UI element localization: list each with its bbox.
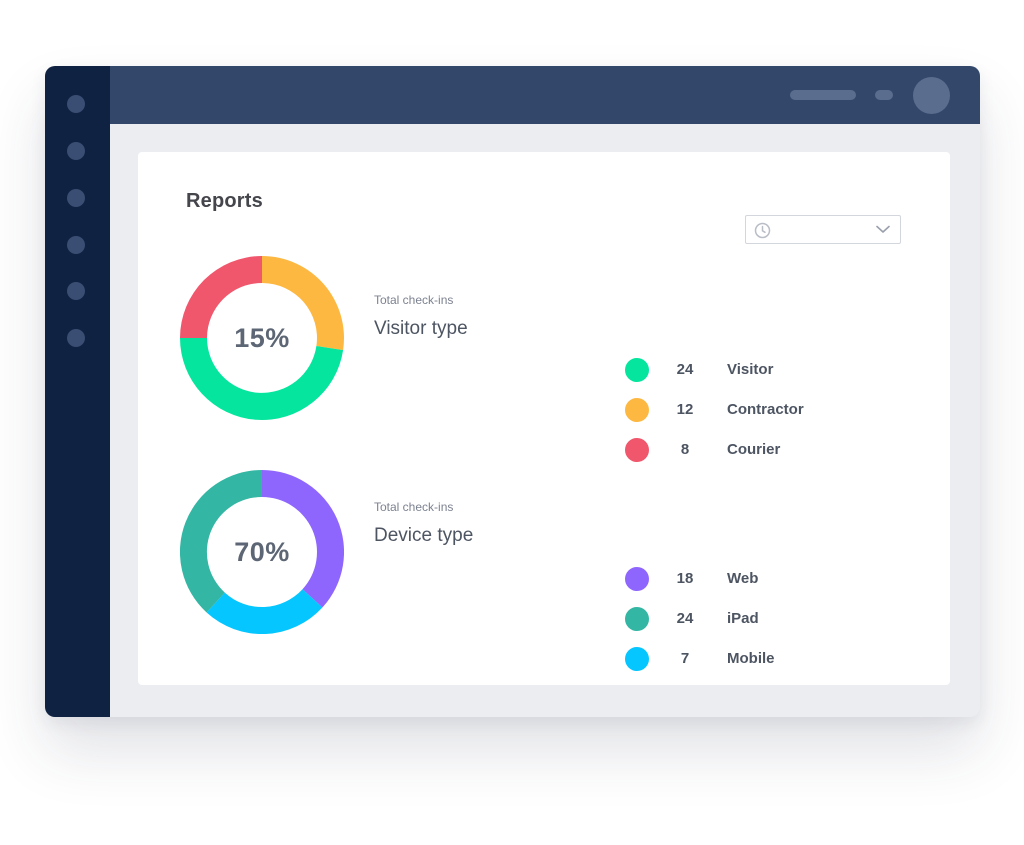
page-title: Reports: [186, 190, 263, 212]
donut-segment-courier: [180, 256, 262, 338]
legend-label-mobile: Mobile: [727, 650, 775, 667]
legend-item-contractor: 12 Contractor: [625, 396, 865, 436]
legend-item-mobile: 7 Mobile: [625, 645, 865, 685]
legend-dot-ipad: [625, 607, 649, 631]
sidebar-nav-item-1[interactable]: [67, 95, 85, 113]
legend-count-courier: 8: [680, 441, 690, 458]
top-bar: [110, 66, 980, 124]
legend-count-contractor: 12: [676, 401, 694, 418]
legend-dot-visitor: [625, 358, 649, 382]
visitor-type-title: Visitor type: [374, 318, 468, 339]
legend-item-visitor: 24 Visitor: [625, 356, 865, 396]
legend-dot-web: [625, 567, 649, 591]
topbar-notification-placeholder[interactable]: [875, 90, 893, 100]
device-type-subtitle: Total check-ins: [374, 500, 454, 514]
donut-segment-visitor: [180, 338, 344, 420]
legend-count-ipad: 24: [676, 610, 694, 627]
sidebar-nav-item-3[interactable]: [67, 189, 85, 207]
sidebar-nav-item-5[interactable]: [67, 282, 85, 300]
device-type-legend: 18 Web 24 iPad 7 Mobile: [625, 565, 865, 685]
clock-icon: [754, 222, 771, 239]
legend-dot-courier: [625, 438, 649, 462]
sidebar-nav-item-2[interactable]: [67, 142, 85, 160]
legend-label-visitor: Visitor: [727, 361, 774, 378]
visitor-type-donut-chart: 15%: [180, 256, 344, 420]
sidebar-nav-item-6[interactable]: [67, 329, 85, 347]
visitor-type-legend: 24 Visitor 12 Contractor 8 Courier: [625, 356, 865, 476]
legend-dot-contractor: [625, 398, 649, 422]
visitor-type-subtitle: Total check-ins: [374, 293, 454, 307]
legend-item-courier: 8 Courier: [625, 436, 865, 476]
legend-label-courier: Courier: [727, 441, 781, 458]
legend-count-mobile: 7: [680, 650, 690, 667]
device-type-title: Device type: [374, 525, 474, 546]
donut-segment-mobile: [206, 589, 323, 635]
date-range-select[interactable]: [745, 215, 901, 244]
donut-segment-contractor: [262, 256, 344, 351]
legend-item-ipad: 24 iPad: [625, 605, 865, 645]
sidebar: [45, 66, 110, 717]
topbar-menu-placeholder[interactable]: [790, 90, 856, 100]
donut-segment-ipad: [179, 470, 262, 613]
chevron-down-icon: [876, 225, 890, 233]
legend-label-web: Web: [727, 570, 759, 587]
donut-segment-web: [262, 470, 345, 608]
legend-label-ipad: iPad: [727, 610, 759, 627]
legend-dot-mobile: [625, 647, 649, 671]
device-type-percentage: 70%: [234, 537, 290, 567]
legend-label-contractor: Contractor: [727, 401, 804, 418]
sidebar-nav-item-4[interactable]: [67, 236, 85, 254]
device-type-donut-chart: 70%: [179, 470, 345, 635]
legend-count-web: 18: [676, 570, 694, 587]
visitor-type-percentage: 15%: [234, 323, 290, 353]
app-window: Reports 15% Total check-ins Visitor type: [45, 66, 980, 717]
legend-item-web: 18 Web: [625, 565, 865, 605]
legend-count-visitor: 24: [676, 361, 694, 378]
avatar[interactable]: [913, 77, 950, 114]
reports-card: Reports 15% Total check-ins Visitor type: [138, 152, 950, 685]
